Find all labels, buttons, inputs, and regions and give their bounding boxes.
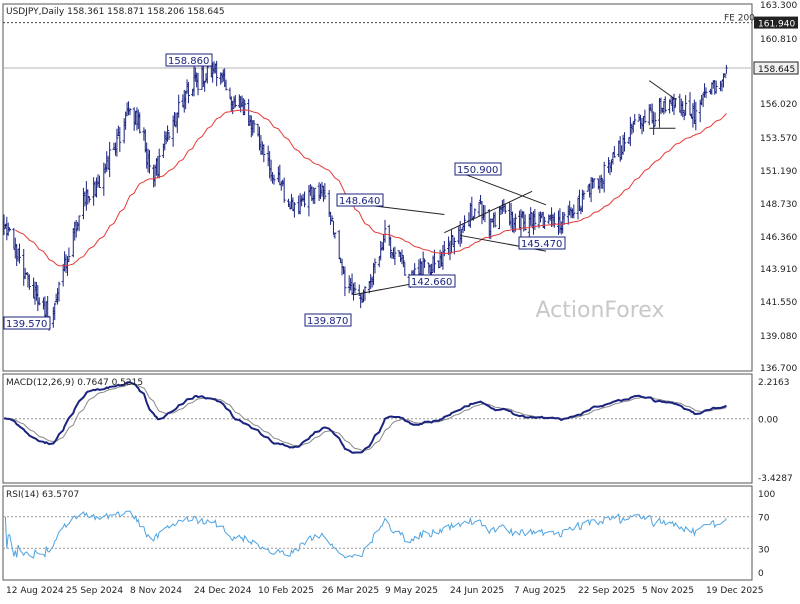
fe-value-box	[754, 16, 798, 29]
watermark-text: ActionForex	[536, 298, 665, 323]
annotation-label: 139.570	[6, 319, 47, 330]
macd-panel-frame	[2, 373, 753, 484]
x-axis-tick-label: 22 Sep 2025	[578, 586, 635, 596]
annotation-label: 150.900	[457, 165, 498, 176]
price-panel-frame	[2, 3, 753, 372]
annotation-box	[165, 53, 213, 67]
flag-upper-trendline	[648, 80, 676, 100]
x-axis-tick-label: 24 Jun 2025	[450, 586, 504, 596]
current-price-label: 158.645	[758, 65, 795, 75]
current-price-box	[753, 61, 799, 75]
annotation-box	[454, 162, 502, 176]
annotation-box	[518, 236, 566, 250]
price-y-tick-label: 148.730	[760, 200, 797, 210]
x-axis-tick-label: 12 Aug 2024	[6, 586, 64, 596]
annotation-box	[336, 193, 384, 207]
price-y-tick-label: 156.020	[760, 100, 797, 110]
price-y-tick-label: 160.810	[760, 35, 797, 45]
price-y-tick-label: 153.570	[760, 134, 797, 144]
x-axis-tick-label: 8 Nov 2024	[130, 586, 182, 596]
fe-level-label: FE 200	[724, 14, 755, 24]
annotation-box	[408, 274, 456, 288]
price-panel-title: USDJPY,Daily 158.361 158.871 158.206 158…	[6, 7, 225, 17]
rsi-y-tick-label: 100	[758, 490, 775, 500]
rsi-y-tick-label: 70	[758, 514, 770, 524]
x-axis-tick-label: 10 Feb 2025	[258, 586, 314, 596]
rsi-panel-title: RSI(14) 63.5707	[6, 490, 79, 500]
annotation-box	[3, 316, 51, 330]
rsi-line	[4, 510, 727, 559]
rsi-y-tick-label: 30	[758, 545, 770, 555]
macd-y-tick-label: 0.00	[758, 416, 778, 426]
x-axis-tick-label: 26 Mar 2025	[322, 586, 379, 596]
price-y-tick-label: 143.910	[760, 265, 797, 275]
macd-panel-title: MACD(12,26,9) 0.7647 0.5215	[6, 378, 143, 388]
macd-y-tick-label: -3.4287	[758, 474, 793, 484]
x-axis-tick-label: 25 Sep 2024	[66, 586, 123, 596]
candles-group	[2, 60, 728, 331]
macd-signal-line	[3, 383, 727, 451]
annotation-box	[304, 313, 352, 327]
price-y-tick-label: 146.360	[760, 233, 797, 243]
x-axis-tick-label: 24 Dec 2024	[194, 586, 252, 596]
price-y-tick-label: 151.190	[760, 167, 797, 177]
wedge-upper-trendline	[460, 172, 547, 206]
price-y-tick-label: 141.550	[760, 298, 797, 308]
price-y-tick-label: 139.080	[760, 332, 797, 342]
price-y-tick-label: 163.300	[760, 1, 797, 11]
fe-value-label: 161.940	[758, 20, 795, 30]
annotation-label: 142.660	[411, 277, 452, 288]
price-y-tick-label: 136.700	[760, 364, 797, 374]
annotation-label: 148.640	[339, 196, 380, 207]
annotation-label: 158.860	[168, 56, 209, 67]
wedge-line-dashed-1	[444, 190, 533, 234]
x-axis-tick-label: 19 Dec 2025	[706, 586, 764, 596]
rsi-y-tick-label: 0	[758, 569, 764, 579]
x-axis-tick-label: 5 Nov 2025	[642, 586, 694, 596]
macd-y-tick-label: 2.2163	[758, 378, 790, 388]
macd-line	[3, 381, 727, 454]
annotation-label: 145.470	[521, 239, 562, 250]
rsi-panel-frame	[2, 485, 753, 581]
x-axis-tick-label: 7 Aug 2025	[514, 586, 566, 596]
moving-average-line	[15, 109, 727, 267]
annotation-label: 139.870	[307, 316, 348, 327]
x-axis-tick-label: 9 May 2025	[385, 586, 438, 596]
